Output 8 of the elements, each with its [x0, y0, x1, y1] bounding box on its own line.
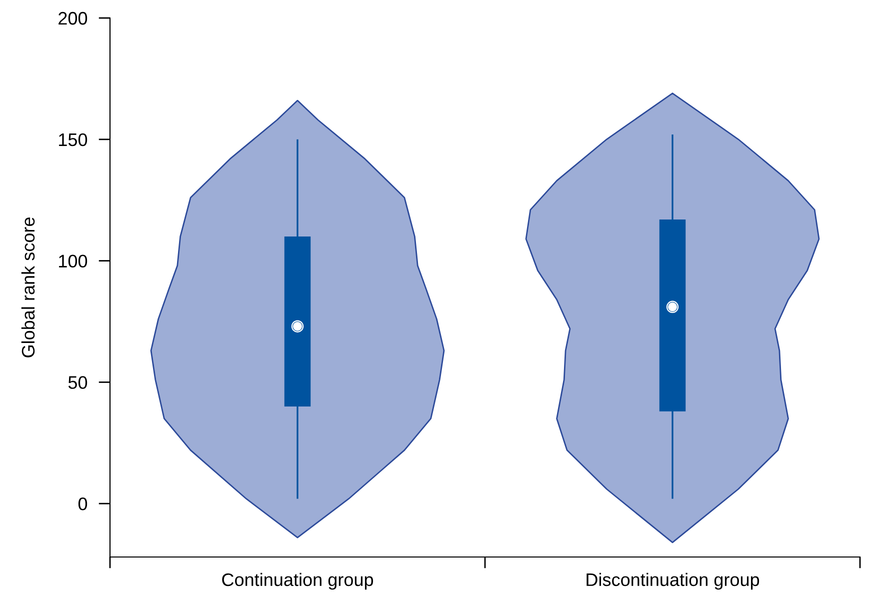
y-tick-label: 100 — [59, 254, 88, 268]
y-tick-label: 0 — [78, 498, 88, 510]
y-tick-label: 50 — [68, 376, 88, 389]
y-axis-title: Global rank score — [21, 218, 35, 358]
y-tick-label: 200 — [58, 12, 88, 25]
x-tick-label: Continuation group — [222, 572, 374, 590]
x-tick-label: Discontinuation group — [586, 572, 760, 590]
y-tick-label: 150 — [59, 133, 88, 146]
